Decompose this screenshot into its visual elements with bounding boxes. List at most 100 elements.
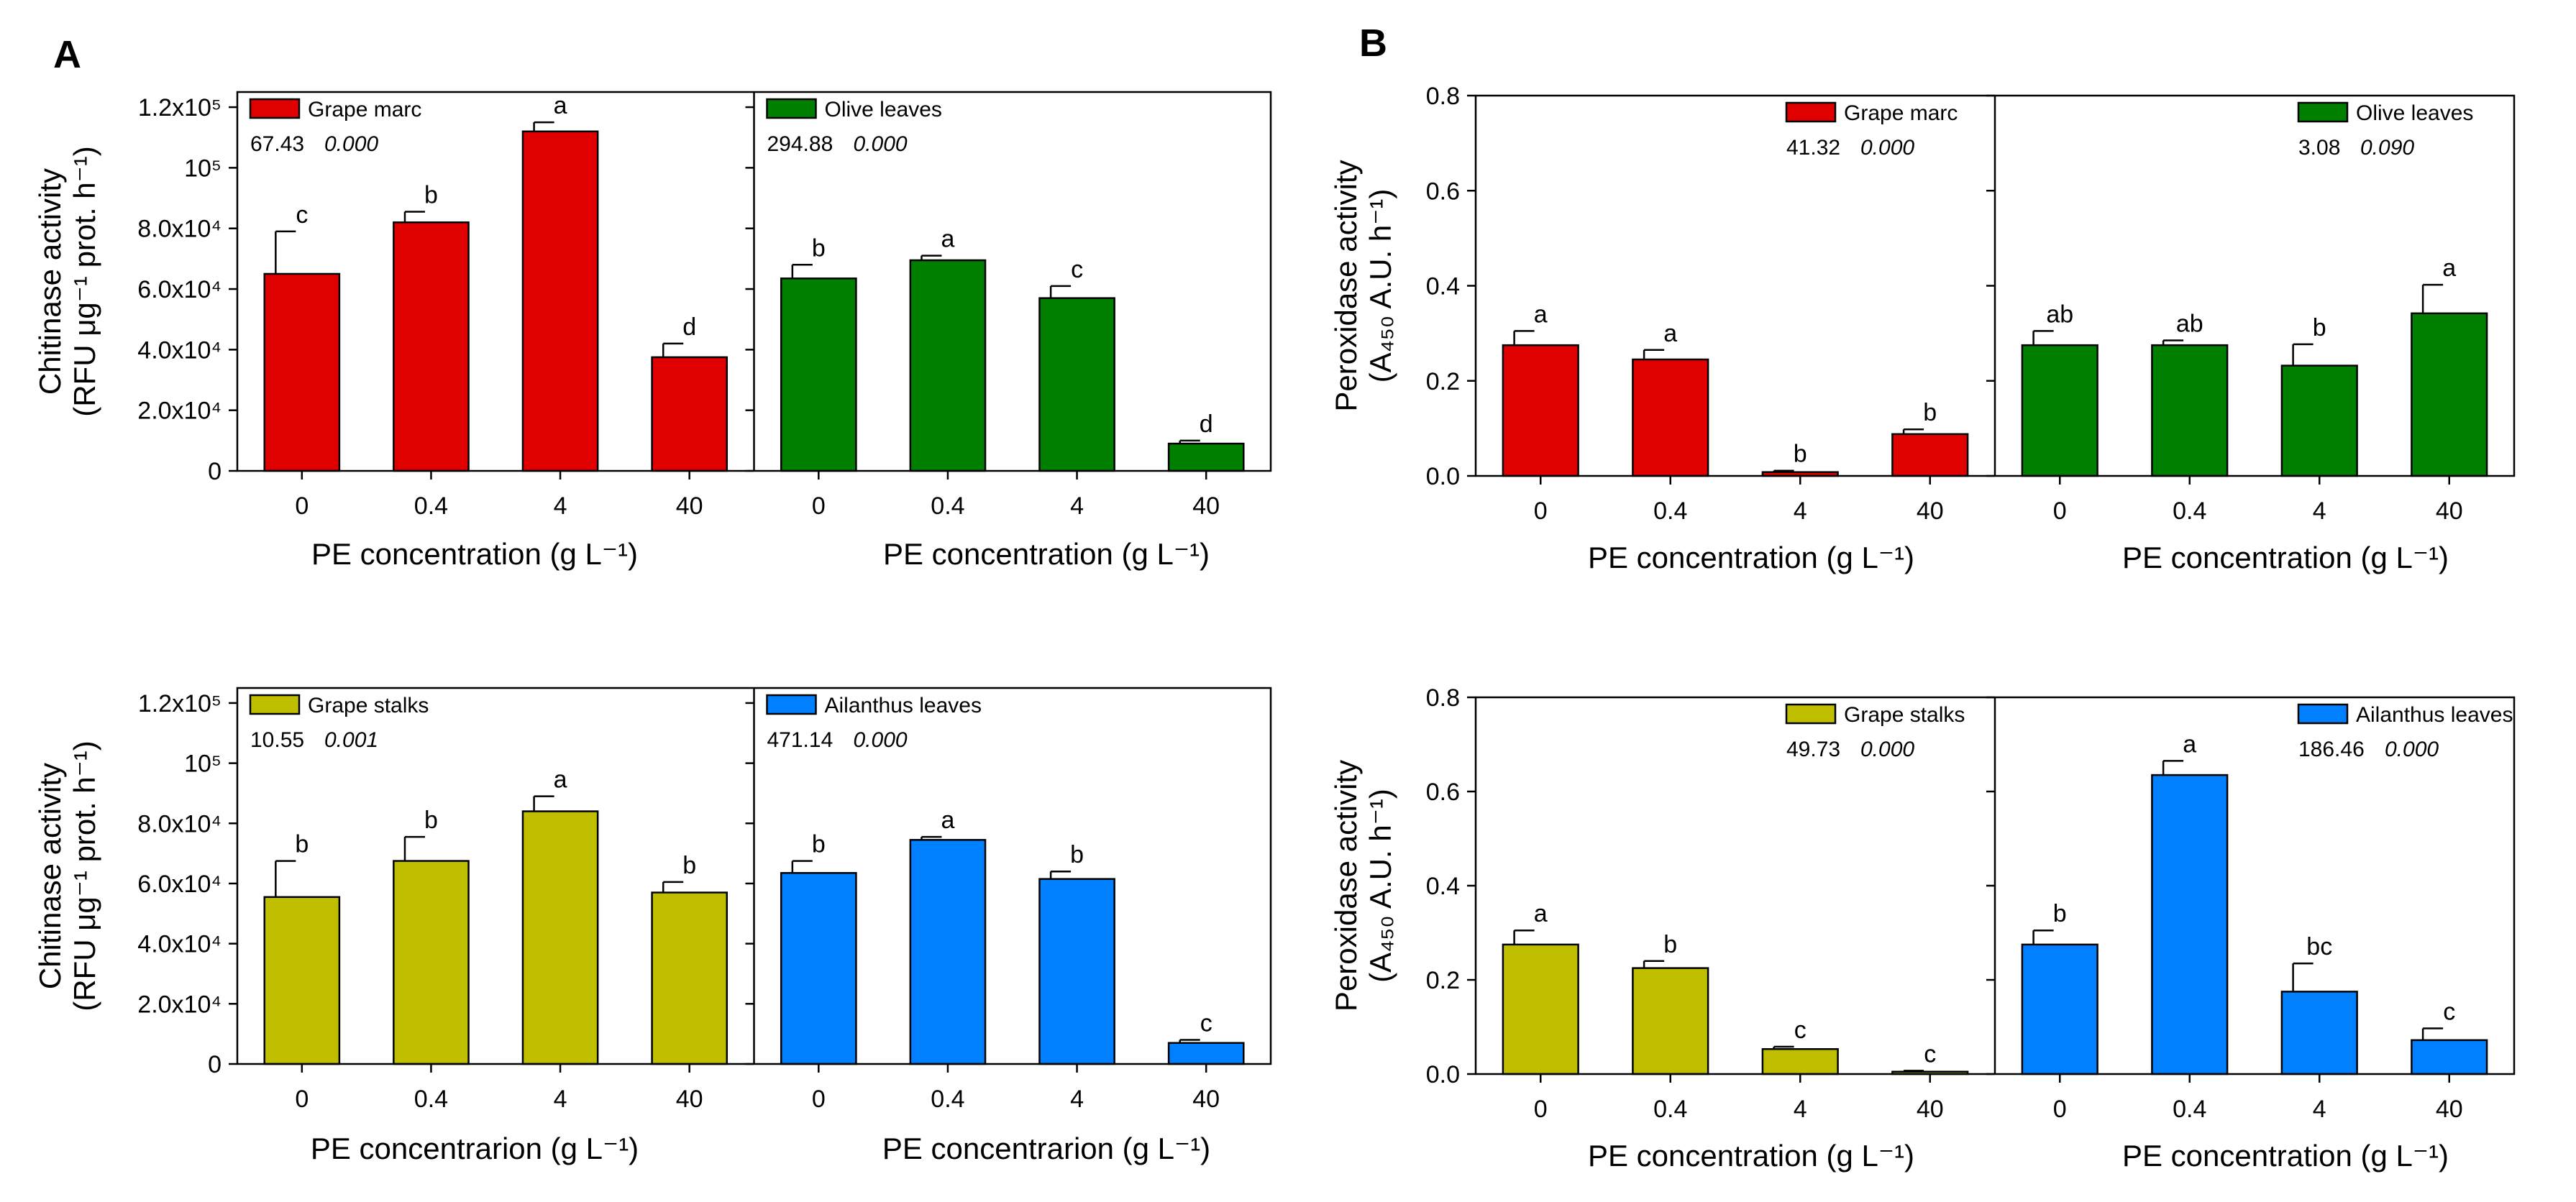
significance-letter: a: [941, 226, 954, 253]
f-statistic: 67.43: [250, 132, 304, 156]
f-statistic: 471.14: [767, 728, 833, 752]
significance-letter: a: [1534, 300, 1548, 328]
error-bar: [2032, 929, 2054, 945]
bar: [1038, 878, 1115, 1065]
x-tick-label: 40: [1917, 497, 1944, 525]
x-tick-label: 0: [812, 1086, 826, 1113]
x-tick-label: 40: [1192, 492, 1220, 520]
x-axis-label: PE concentration (g L⁻¹): [1588, 1139, 1914, 1173]
significance-letter: d: [1200, 410, 1213, 438]
x-tick-label: 0.4: [1653, 1096, 1687, 1123]
significance-letter: b: [295, 831, 309, 858]
x-tick-label: 0: [1534, 1096, 1548, 1123]
y-tick-label: 0: [208, 1051, 221, 1078]
y-axis-label: (RFU μg⁻¹ prot. h⁻¹): [68, 740, 101, 1011]
error-bar: [2032, 330, 2054, 346]
p-value: 0.000: [1860, 738, 1914, 761]
y-tick-label: 10⁵: [184, 155, 221, 182]
significance-letter: b: [1794, 441, 1807, 468]
significance-letter: a: [554, 766, 567, 794]
bar: [909, 839, 987, 1065]
significance-letter: a: [2442, 254, 2456, 282]
y-tick-label: 2.0x10⁴: [137, 398, 221, 425]
bar: [2280, 364, 2358, 477]
error-bar: [662, 342, 684, 357]
x-tick-label: 0.4: [2173, 1096, 2206, 1123]
x-tick-label: 4: [2313, 1096, 2326, 1123]
bar: [521, 810, 599, 1065]
x-tick-label: 4: [1794, 497, 1807, 525]
error-bar: [791, 860, 813, 873]
bar: [1167, 442, 1245, 472]
legend-label: Ailanthus leaves: [825, 694, 982, 717]
x-axis-label: PE concentrarion (g L⁻¹): [311, 1132, 639, 1165]
x-tick-label: 4: [1070, 492, 1084, 520]
x-tick-label: 40: [676, 1086, 703, 1113]
error-bar: [275, 230, 296, 274]
error-bar: [791, 264, 813, 279]
bar: [2411, 312, 2488, 477]
chart-chitinase-top: Chitinase activity (RFU μg⁻¹ prot. h⁻¹) 0 2…: [33, 91, 1272, 571]
y-tick-label: 10⁵: [184, 751, 221, 778]
significance-letter: a: [1534, 900, 1548, 927]
y-axis-label: Chitinase activity: [33, 763, 67, 989]
bar: [1891, 433, 1969, 477]
error-bar: [1773, 1045, 1794, 1050]
y-tick-label: 0.6: [1426, 779, 1460, 806]
error-bar: [1513, 330, 1535, 346]
significance-letter: b: [1070, 841, 1084, 868]
bar: [780, 277, 857, 472]
x-tick-label: 40: [2436, 497, 2463, 525]
p-value: 0.000: [854, 728, 908, 752]
y-axis-label: (A₄₅₀ A.U. h⁻¹): [1364, 189, 1397, 383]
panel-label-a: A: [53, 33, 81, 76]
x-tick-label: 0: [812, 492, 826, 520]
error-bar: [662, 881, 684, 893]
significance-letter: c: [2443, 998, 2455, 1025]
legend-label: Grape marc: [308, 98, 421, 121]
significance-letter: ab: [2176, 311, 2203, 338]
error-bar: [921, 254, 942, 260]
x-axis-label: PE concentration (g L⁻¹): [883, 537, 1210, 571]
significance-letter: b: [424, 182, 438, 209]
legend-label: Olive leaves: [2356, 101, 2473, 125]
significance-letter: a: [941, 807, 954, 834]
x-tick-label: 4: [554, 1086, 567, 1113]
significance-letter: b: [1923, 399, 1937, 426]
charts-group: Chitinase activity (RFU μg⁻¹ prot. h⁻¹) 0 2…: [33, 83, 2516, 1173]
p-value: 0.090: [2360, 136, 2414, 160]
legend-swatch: [1785, 101, 1837, 123]
bar: [263, 896, 341, 1065]
error-bar: [2421, 1027, 2444, 1040]
bar: [1761, 1048, 1839, 1075]
x-tick-label: 0: [1534, 497, 1548, 525]
significance-letter: c: [1200, 1010, 1212, 1037]
error-bar: [2421, 283, 2444, 313]
x-tick-label: 40: [2436, 1096, 2463, 1123]
error-bar: [1179, 1039, 1200, 1043]
bar: [393, 860, 470, 1065]
error-bar: [1179, 439, 1200, 444]
error-bar: [2292, 962, 2314, 992]
significance-letter: d: [682, 313, 696, 341]
error-bar: [275, 860, 296, 897]
y-tick-label: 0.4: [1426, 273, 1460, 300]
significance-letter: b: [1663, 931, 1677, 958]
significance-letter: b: [682, 852, 696, 879]
significance-letter: a: [1663, 320, 1677, 347]
y-tick-label: 0.2: [1426, 368, 1460, 395]
chart-chitinase-bottom: Chitinase activity (RFU μg⁻¹ prot. h⁻¹) 0 2…: [33, 687, 1272, 1165]
bar: [651, 891, 729, 1065]
p-value: 0.000: [324, 132, 378, 156]
chart-peroxidase-top: Peroxidase activity (A₄₅₀ A.U. h⁻¹) 0.0 0.2…: [1329, 83, 2516, 574]
y-tick-label: 6.0x10⁴: [137, 276, 221, 303]
significance-letter: bc: [2306, 933, 2332, 960]
error-bar: [1049, 870, 1072, 879]
legend-swatch: [2297, 101, 2349, 123]
y-tick-label: 0.8: [1426, 684, 1460, 712]
y-axis-label: Peroxidase activity: [1329, 160, 1363, 411]
significance-letter: b: [812, 831, 826, 858]
significance-letter: ab: [2046, 300, 2073, 328]
y-tick-label: 0.2: [1426, 967, 1460, 994]
